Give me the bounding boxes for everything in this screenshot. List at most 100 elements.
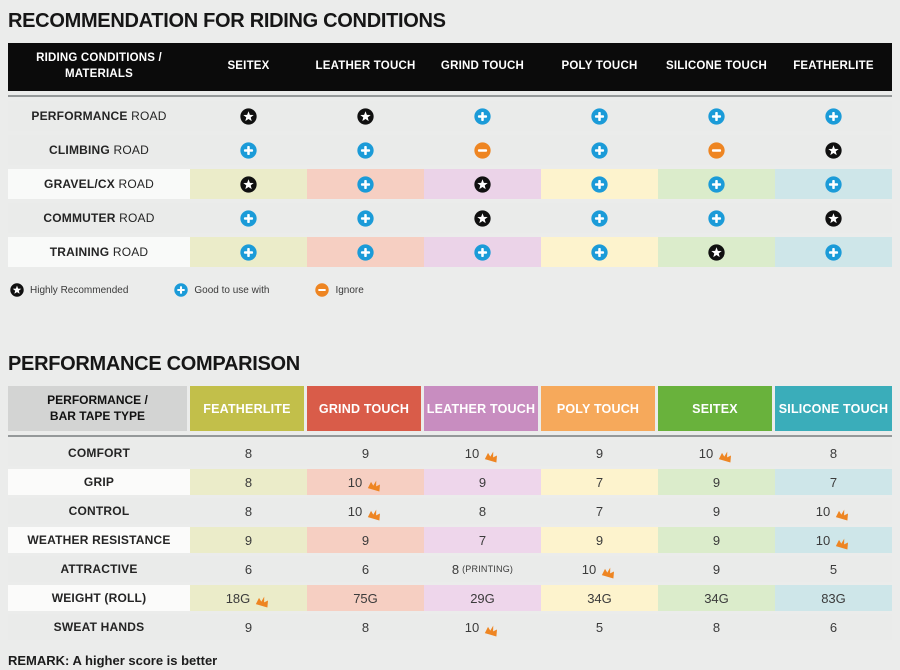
t2-cell: 6	[775, 614, 892, 640]
score-value: 34G	[704, 590, 729, 606]
score-value: 34G	[587, 590, 612, 606]
t1-cell-star	[307, 101, 424, 131]
plus-icon	[474, 107, 491, 125]
t2-cell: 9	[307, 527, 424, 553]
score-value: 10	[581, 561, 597, 577]
crown-icon	[718, 448, 734, 464]
t2-cell: 7	[424, 527, 541, 553]
minus-icon	[315, 283, 330, 297]
score-value: 9	[361, 445, 370, 461]
t2-cell: 8	[190, 469, 307, 495]
legend-item: Highly Recommended	[10, 283, 128, 297]
t2-cell: 10	[658, 440, 775, 466]
score-value: 8	[361, 619, 370, 635]
t2-cell: 9	[424, 469, 541, 495]
performance-comparison-table: PERFORMANCE / BAR TAPE TYPE FEATHERLITE GRI…	[8, 386, 892, 640]
t1-row: COMMUTER ROAD	[8, 203, 892, 233]
t1-header-row: RIDING CONDITIONS / MATERIALS SEITEX LEATHE…	[8, 43, 892, 91]
t2-cell: 8	[307, 614, 424, 640]
t1-cell-star	[775, 135, 892, 165]
star-icon	[708, 243, 725, 261]
score-value: 8	[478, 503, 487, 519]
plus-icon	[708, 209, 725, 227]
performance-comparison-title: PERFORMANCE COMPARISON	[8, 353, 300, 375]
star-icon	[10, 283, 24, 297]
t2-row: COMFORT 8 9 10 9 10 8	[8, 440, 892, 466]
score-value: 10	[698, 445, 714, 461]
score-value: 10	[464, 619, 480, 635]
legend: Highly Recommended Good to use with Ignore	[10, 283, 892, 297]
t2-column-header: SILICONE TOUCH	[775, 386, 892, 431]
t2-row-label: WEATHER RESISTANCE	[27, 533, 171, 547]
t2-column-header: FEATHERLITE	[190, 386, 307, 431]
t1-column-header: GRIND TOUCH	[440, 60, 525, 73]
t2-cell: 10	[424, 440, 541, 466]
t1-cell-plus	[307, 135, 424, 165]
score-value: 7	[595, 474, 604, 490]
score-value: 8	[244, 503, 253, 519]
t2-header-label: PERFORMANCE / BAR TAPE TYPE	[8, 386, 190, 431]
plus-icon	[591, 209, 608, 227]
score-value: 9	[712, 532, 721, 548]
crown-icon	[835, 506, 851, 522]
star-icon	[474, 209, 491, 227]
t1-cell-plus	[541, 203, 658, 233]
t2-row-label: GRIP	[83, 475, 115, 489]
score-value: 9	[712, 474, 721, 490]
t2-cell: 10	[541, 556, 658, 582]
minus-icon	[708, 141, 725, 159]
t2-cell: 83G	[775, 585, 892, 611]
score-value: 5	[829, 561, 838, 577]
star-icon	[825, 141, 842, 159]
t2-cell: 10	[775, 498, 892, 524]
score-value: 6	[829, 619, 838, 635]
t1-cell-star	[190, 101, 307, 131]
legend-label: Good to use with	[194, 284, 270, 296]
t2-cell: 9	[541, 527, 658, 553]
t1-column-header: LEATHER TOUCH	[315, 60, 416, 73]
t2-cell: 6	[190, 556, 307, 582]
t1-row-label: PERFORMANCE ROAD	[31, 109, 167, 123]
t1-cell-star	[775, 203, 892, 233]
t1-column-header: SEITEX	[227, 60, 270, 73]
score-value: 8	[829, 445, 838, 461]
t2-cell: 75G	[307, 585, 424, 611]
score-value: 8	[712, 619, 721, 635]
t2-cell: 29G	[424, 585, 541, 611]
t2-cell: 34G	[658, 585, 775, 611]
plus-icon	[357, 243, 374, 261]
t2-cell: 9	[658, 498, 775, 524]
score-value: 29G	[470, 590, 495, 606]
plus-icon	[825, 175, 842, 193]
t2-cell: 9	[658, 556, 775, 582]
score-value: 7	[829, 474, 838, 490]
plus-icon	[474, 243, 491, 261]
score-value: 9	[595, 445, 604, 461]
plus-icon	[357, 175, 374, 193]
t1-column-header: FEATHERLITE	[793, 60, 874, 73]
t1-cell-plus	[658, 169, 775, 199]
header-rule	[8, 435, 892, 437]
score-value: 9	[478, 474, 487, 490]
t1-cell-star	[190, 169, 307, 199]
t2-cell: 10	[307, 498, 424, 524]
plus-icon	[240, 209, 257, 227]
score-value: 6	[244, 561, 253, 577]
plus-icon	[825, 243, 842, 261]
score-value: 7	[478, 532, 487, 548]
crown-icon	[367, 506, 383, 522]
t2-cell: 10	[424, 614, 541, 640]
t2-row: CONTROL 8 10 8 7 9 10	[8, 498, 892, 524]
crown-icon	[367, 477, 383, 493]
t1-column-header: SILICONE TOUCH	[666, 60, 767, 73]
plus-icon	[591, 243, 608, 261]
score-value: 8	[451, 561, 460, 577]
t2-row: ATTRACTIVE 6 6 8 (PRINTING) 10 9 5	[8, 556, 892, 582]
t2-cell: 7	[541, 469, 658, 495]
t1-cell-star	[658, 237, 775, 267]
star-icon	[474, 175, 491, 193]
t2-header-row: PERFORMANCE / BAR TAPE TYPE FEATHERLITE GRI…	[8, 386, 892, 431]
plus-icon	[591, 141, 608, 159]
t1-cell-minus	[424, 135, 541, 165]
score-value: 9	[244, 619, 253, 635]
